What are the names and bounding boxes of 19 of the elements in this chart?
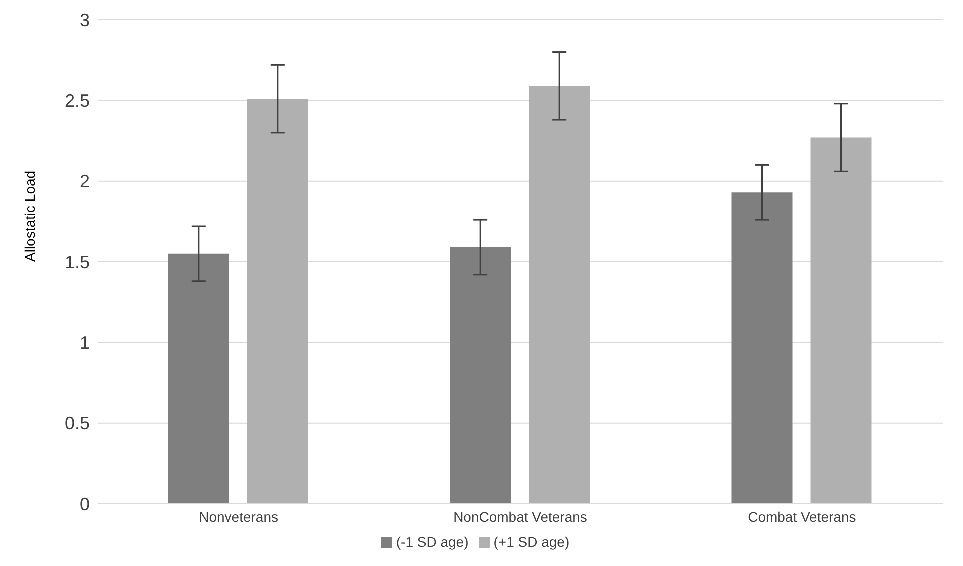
bar: [810, 138, 872, 504]
bar: [450, 247, 512, 504]
y-axis-title: Allostatic Load: [22, 170, 38, 262]
y-tick-label: 3: [80, 10, 90, 30]
bar: [732, 192, 793, 504]
x-tick-label: Nonveterans: [199, 508, 279, 525]
y-tick-label: 2: [80, 172, 90, 192]
y-tick-label: 1: [80, 333, 90, 354]
legend-label: (-1 SD age): [396, 534, 469, 550]
bar: [247, 99, 308, 504]
x-tick-label: Combat Veterans: [748, 508, 856, 525]
y-tick-label: 1.5: [64, 252, 90, 272]
legend-label: (+1 SD age): [494, 534, 570, 550]
bar: [529, 86, 590, 504]
x-tick-label: NonCombat Veterans: [454, 508, 588, 525]
bar: [168, 254, 230, 504]
y-tick-label: 0.5: [64, 414, 90, 434]
y-tick-label: 0: [80, 494, 90, 514]
y-tick-label: 2.5: [64, 91, 90, 112]
